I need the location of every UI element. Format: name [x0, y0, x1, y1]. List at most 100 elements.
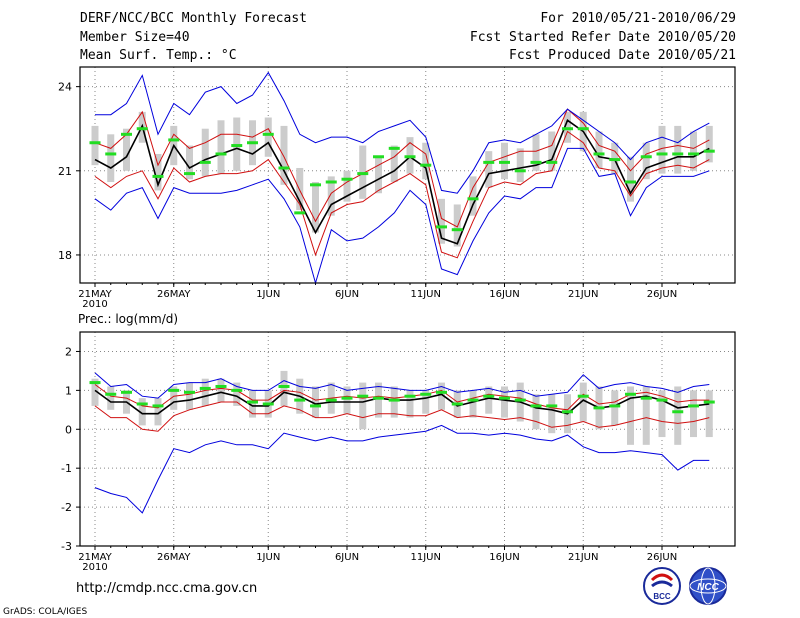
source-url[interactable]: http://cmdp.ncc.cma.gov.cn — [76, 581, 257, 596]
temp-spread-box — [91, 125, 99, 166]
precip-spread-box — [154, 398, 162, 426]
temp-spread-box — [627, 156, 634, 202]
temp-spread-box — [343, 170, 351, 202]
precip-spread-box — [658, 390, 666, 438]
precip-spread-box — [217, 378, 225, 403]
temp-xtick-label: 26JUN — [647, 289, 677, 300]
temp-spread-box — [658, 125, 666, 174]
precip-spread-box — [312, 386, 319, 418]
bcc-logo-text: BCC — [653, 592, 671, 601]
temp-spread-box — [642, 142, 650, 180]
temp-spread-box — [438, 198, 445, 244]
precip-spread-box — [438, 382, 445, 410]
precip-spread-box — [532, 394, 540, 430]
produced-date: Fcst Produced Date 2010/05/21 — [509, 48, 736, 63]
precip-year-label: 2010 — [82, 562, 107, 573]
precip-spread-box — [138, 398, 146, 426]
temp-spread-box — [516, 148, 524, 183]
precip-spread-box — [548, 394, 556, 434]
chart-title: DERF/NCC/BCC Monthly Forecast — [80, 11, 307, 26]
temp-spread-box — [280, 125, 288, 185]
precip-ytick-label: 2 — [65, 345, 72, 358]
temp-spread-box — [327, 176, 335, 216]
temp-xtick-label: 26MAY — [157, 289, 191, 300]
temp-spread-box — [485, 151, 493, 188]
precip-panel: -3 -2 -1 0 1 2 21MAY 26MAY 1JUN 6JUN 11JUN 16JUN 21J… — [61, 331, 736, 573]
precip-spread-box — [501, 386, 508, 418]
precip-spread-box — [91, 378, 99, 406]
bcc-logo: BCC — [643, 567, 681, 605]
temp-spread-box — [217, 120, 225, 174]
precip-spread-box — [627, 386, 634, 445]
temp-spread-box — [690, 131, 697, 171]
precip-spread-box — [690, 390, 697, 438]
temp-spread-box — [469, 176, 477, 216]
precip-spread-box — [406, 390, 414, 418]
member-size: Member Size=40 — [80, 30, 190, 45]
temp-line-min — [95, 71, 710, 194]
temp-xtick-label: 6JUN — [335, 289, 359, 300]
precip-spread-box — [390, 386, 398, 418]
precip-xtick-label: 21JUN — [568, 552, 598, 563]
temp-spread-box — [375, 156, 382, 194]
precip-line-ens_high — [94, 384, 710, 411]
ncc-logo-text: NCC — [697, 582, 719, 593]
temp-spread-box — [154, 153, 162, 191]
precip-spread-box — [375, 382, 382, 418]
temp-spread-box — [548, 131, 556, 171]
temp-xtick-label: 1JUN — [256, 289, 280, 300]
precip-xtick-label: 1JUN — [256, 552, 280, 563]
precip-xtick-label: 6JUN — [335, 552, 359, 563]
temp-xtick-label: 21MAY — [78, 289, 112, 300]
precip-line-ens_mean — [94, 389, 710, 415]
precip-spread-box — [611, 390, 619, 426]
temp-spread-box — [453, 204, 461, 247]
temp-xtick-label: 21JUN — [568, 289, 598, 300]
precip-panel-title: Prec.: log(mm/d) — [78, 312, 178, 326]
temp-ytick-label: 24 — [58, 81, 72, 94]
temp-spread-box — [422, 142, 430, 180]
precip-xtick-label: 21MAY — [78, 552, 112, 563]
temp-frame — [79, 66, 736, 284]
temp-line-ens_high — [94, 130, 710, 259]
precip-spread-box — [579, 382, 587, 422]
precip-line-ens_low — [94, 401, 710, 432]
variable-label: Mean Surf. Temp.: °C — [80, 48, 237, 63]
started-date: Fcst Started Refer Date 2010/05/20 — [469, 30, 736, 45]
precip-spread-box — [186, 382, 193, 410]
precip-ytick-label: 1 — [65, 384, 72, 397]
precip-xtick-label: 11JUN — [411, 552, 441, 563]
precip-ytick-label: -2 — [61, 501, 72, 514]
temp-spread-box — [312, 182, 319, 233]
temp-spread-box — [705, 125, 713, 163]
temp-spread-box — [390, 145, 398, 183]
temp-spread-box — [595, 131, 603, 168]
precip-spread-box — [359, 382, 367, 430]
temp-ytick-label: 18 — [58, 249, 72, 262]
precip-spread-box — [249, 390, 256, 418]
precip-xtick-label: 26MAY — [157, 552, 191, 563]
temp-xtick-label: 16JUN — [489, 289, 519, 300]
precip-spread-box — [201, 378, 209, 406]
temp-spread-box — [296, 167, 304, 211]
precip-ytick-label: -3 — [61, 540, 72, 553]
temp-spread-box — [264, 117, 272, 157]
precip-xtick-label: 26JUN — [647, 552, 677, 563]
precip-line-max — [94, 424, 710, 514]
precip-frame — [79, 331, 736, 547]
temp-spread-box — [532, 134, 540, 171]
temp-year-label: 2010 — [82, 299, 107, 310]
precip-line-min — [94, 372, 710, 399]
temp-spread-box — [123, 128, 130, 171]
precip-spread-box — [705, 390, 713, 438]
precip-spread-box — [469, 390, 477, 418]
precip-spread-box — [674, 386, 682, 445]
temp-spread-box — [201, 128, 209, 177]
precip-ytick-label: -1 — [61, 462, 72, 475]
temp-line-max — [94, 147, 710, 285]
precip-spread-box — [280, 370, 288, 406]
precip-spread-box — [170, 386, 178, 410]
precip-spread-box — [343, 386, 351, 414]
precip-spread-box — [642, 386, 650, 445]
